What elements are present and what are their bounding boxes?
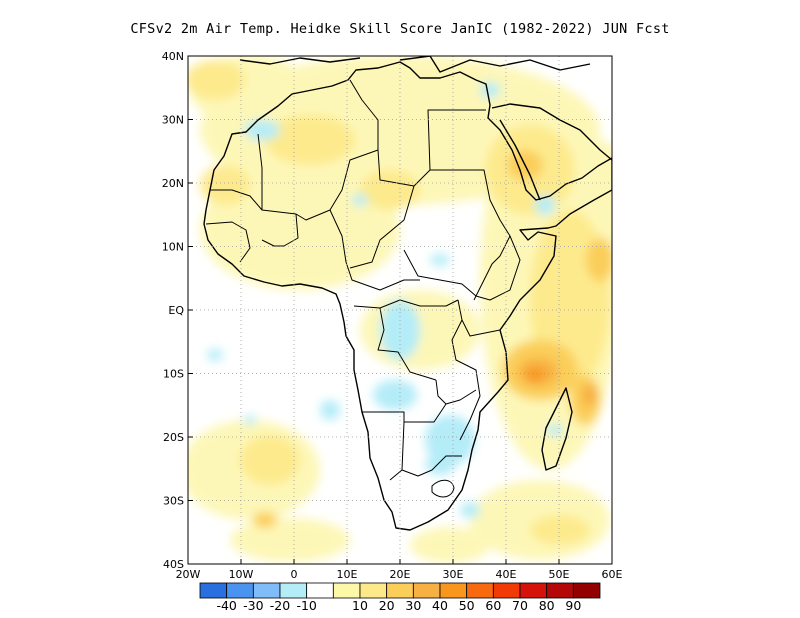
colorbar-swatch [519, 582, 548, 599]
lat-label: 40S [163, 558, 184, 571]
colorbar-label: 90 [565, 598, 581, 613]
colorbar-swatch [199, 582, 228, 599]
madagascar-coastline [541, 387, 573, 471]
lon-label: 60E [602, 568, 623, 581]
lon-label: 0 [291, 568, 298, 581]
lon-label: 10E [337, 568, 358, 581]
lon-label: 20W [176, 568, 201, 581]
mediterranean-europe-coast [239, 56, 591, 73]
colorbar-swatch [386, 582, 414, 599]
lon-label: 10W [229, 568, 254, 581]
colorbar-label: 10 [352, 598, 368, 613]
lon-label: 30E [443, 568, 464, 581]
colorbar-swatch [252, 582, 281, 599]
colorbar: -40 -30 -20 -10 10 20 30 40 50 60 70 80 90 [199, 582, 601, 613]
map-grid [188, 56, 612, 564]
colorbar-swatch [279, 582, 308, 599]
lat-label: EQ [168, 304, 184, 317]
lat-label: 10S [163, 368, 184, 381]
lat-label: 10N [162, 241, 184, 254]
colorbar-label: 40 [432, 598, 448, 613]
colorbar-label: 80 [539, 598, 555, 613]
africa-coastline [203, 61, 612, 531]
colorbar-label: 50 [459, 598, 475, 613]
lat-label: 30N [162, 114, 184, 127]
colorbar-swatch [306, 582, 334, 599]
colorbar-swatch [412, 582, 441, 599]
colorbar-swatch [492, 582, 521, 599]
colorbar-swatch [332, 582, 361, 599]
colorbar-label: -40 [216, 598, 236, 613]
colorbar-swatch [359, 582, 388, 599]
lon-label: 40E [496, 568, 517, 581]
longitude-labels: 20W 10W 0 10E 20E 30E 40E 50E 60E [176, 559, 623, 581]
lon-label: 20E [390, 568, 411, 581]
map-title: CFSv2 2m Air Temp. Heidke Skill Score Ja… [130, 21, 670, 37]
colorbar-label: -10 [296, 598, 316, 613]
colorbar-swatch [226, 582, 254, 599]
lat-label: 30S [163, 495, 184, 508]
colorbar-swatch [439, 582, 468, 599]
colorbar-label: -30 [243, 598, 263, 613]
colorbar-swatch [466, 582, 494, 599]
colorbar-label: 30 [405, 598, 421, 613]
skill-field [188, 56, 612, 564]
latitude-labels: 40N 30N 20N 10N EQ 10S 20S 30S 40S [162, 50, 193, 571]
colorbar-swatch [546, 582, 574, 599]
arabia-coastline [491, 103, 612, 201]
lat-label: 40N [162, 50, 184, 63]
colorbar-swatch [572, 582, 601, 599]
lat-label: 20S [163, 431, 184, 444]
colorbar-label: 70 [512, 598, 528, 613]
lat-label: 20N [162, 177, 184, 190]
colorbar-label: 20 [379, 598, 395, 613]
colorbar-label: -20 [270, 598, 290, 613]
lon-label: 50E [549, 568, 570, 581]
colorbar-label: 60 [485, 598, 501, 613]
